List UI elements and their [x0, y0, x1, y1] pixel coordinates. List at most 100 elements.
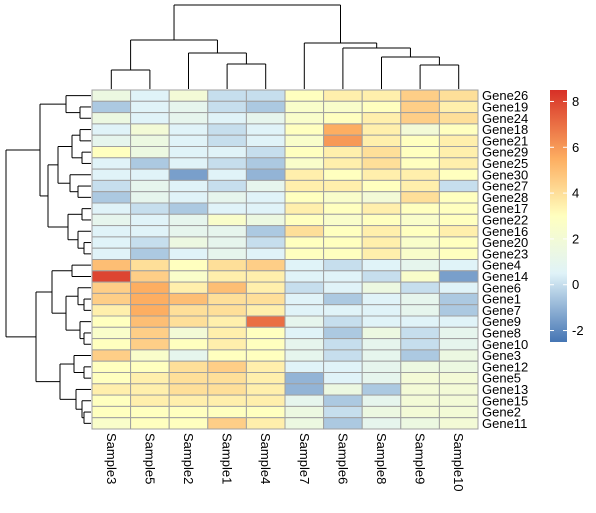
heatmap-cell — [207, 281, 247, 294]
heatmap-cell — [438, 394, 479, 407]
row-label: Gene19 — [482, 99, 528, 114]
heatmap-cell — [438, 123, 479, 136]
heatmap-cell — [361, 372, 402, 385]
row-label: Gene17 — [482, 201, 528, 216]
row-label: Gene28 — [482, 190, 528, 205]
heatmap-cell — [91, 338, 132, 351]
heatmap-cell — [91, 292, 132, 306]
row-label: Gene12 — [482, 359, 528, 374]
heatmap-cell — [284, 225, 325, 238]
heatmap-cell — [323, 123, 363, 136]
heatmap-cell — [207, 349, 247, 362]
row-label: Gene15 — [482, 393, 528, 408]
heatmap-cell — [438, 89, 479, 102]
heatmap-cell — [245, 360, 286, 374]
heatmap-cell — [400, 326, 440, 340]
heatmap-cell — [284, 372, 325, 385]
heatmap-cell — [284, 360, 325, 374]
heatmap-cell — [284, 405, 325, 419]
heatmap-cell — [361, 394, 402, 407]
heatmap-cell — [284, 259, 325, 272]
heatmap-cell — [361, 123, 402, 136]
heatmap-cell — [323, 281, 363, 294]
heatmap-cell — [245, 372, 286, 385]
heatmap-cell — [207, 405, 247, 419]
heatmap-cell — [400, 112, 440, 125]
heatmap-cell — [245, 349, 286, 362]
heatmap-cell — [130, 281, 170, 294]
heatmap-cell — [245, 281, 286, 294]
heatmap-cell — [91, 394, 132, 407]
heatmap-cell — [207, 123, 247, 136]
heatmap-cell — [245, 202, 286, 215]
heatmap-cell — [284, 123, 325, 136]
heatmap-cell — [400, 146, 440, 159]
heatmap-cell — [91, 383, 132, 396]
heatmap-cell — [400, 213, 440, 227]
column-label: Sample8 — [374, 433, 389, 484]
row-label: Gene11 — [482, 416, 527, 431]
heatmap-cell — [130, 202, 170, 215]
heatmap-cell — [400, 89, 440, 102]
heatmap-cell — [168, 247, 209, 260]
heatmap-cell — [130, 146, 170, 159]
heatmap-cell — [438, 247, 479, 260]
heatmap-cell — [361, 134, 402, 147]
heatmap-cell — [438, 417, 479, 430]
row-label: Gene10 — [482, 337, 528, 352]
heatmap-cell — [361, 213, 402, 227]
heatmap-cell — [245, 315, 286, 328]
heatmap-cell — [438, 168, 479, 181]
heatmap-cell — [284, 202, 325, 215]
heatmap-cell — [130, 417, 170, 430]
heatmap-cell — [438, 259, 479, 272]
heatmap-cell — [400, 292, 440, 306]
heatmap-cell — [207, 360, 247, 374]
heatmap-cell — [91, 304, 132, 317]
row-label: Gene3 — [482, 348, 521, 363]
heatmap-cell — [168, 112, 209, 125]
heatmap-cell — [168, 259, 209, 272]
row-label: Gene14 — [482, 269, 528, 284]
heatmap-cell — [207, 292, 247, 306]
heatmap-cell — [168, 338, 209, 351]
heatmap-cell — [400, 225, 440, 238]
heatmap-cell — [400, 134, 440, 147]
heatmap-cell — [91, 157, 132, 170]
heatmap-cell — [130, 89, 170, 102]
heatmap-cell — [284, 112, 325, 125]
heatmap-cell — [245, 213, 286, 227]
heatmap-cell — [400, 338, 440, 351]
heatmap-cell — [91, 213, 132, 227]
column-label: Sample10 — [451, 433, 466, 492]
row-dendrogram — [5, 95, 91, 424]
heatmap-cell — [130, 315, 170, 328]
heatmap-cell — [91, 326, 132, 340]
heatmap-cell — [323, 383, 363, 396]
heatmap-cell — [207, 168, 247, 181]
heatmap-cell — [284, 213, 325, 227]
heatmap-cell — [323, 405, 363, 419]
heatmap-cell — [284, 146, 325, 159]
heatmap-cell — [245, 383, 286, 396]
heatmap-cell — [168, 417, 209, 430]
heatmap-cell — [400, 191, 440, 204]
heatmap-cell — [361, 202, 402, 215]
column-label: Sample6 — [335, 433, 350, 484]
heatmap-cell — [400, 202, 440, 215]
heatmap-cell — [168, 405, 209, 419]
heatmap-cell — [207, 326, 247, 340]
heatmap-cell — [400, 405, 440, 419]
heatmap-cell — [130, 123, 170, 136]
heatmap-cell — [245, 304, 286, 317]
heatmap-cell — [438, 112, 479, 125]
heatmap-cell — [168, 89, 209, 102]
row-label: Gene8 — [482, 325, 521, 340]
heatmap-cell — [207, 315, 247, 328]
heatmap-cell — [438, 157, 479, 170]
heatmap-cell — [323, 134, 363, 147]
heatmap-cell — [361, 168, 402, 181]
heatmap-cell — [284, 281, 325, 294]
heatmap-cell — [323, 191, 363, 204]
